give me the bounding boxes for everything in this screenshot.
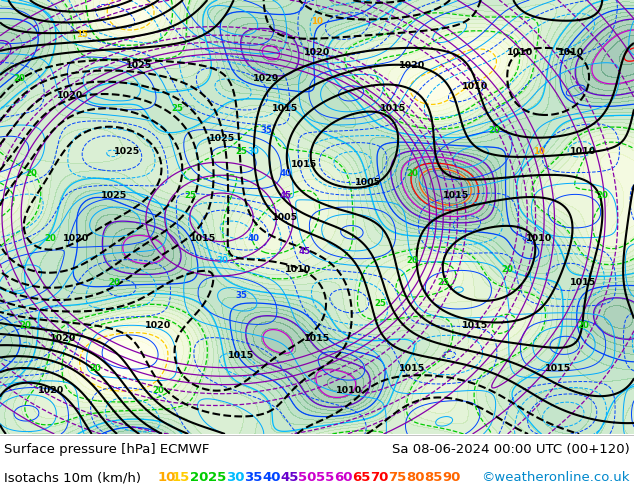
Text: 50: 50: [298, 471, 316, 484]
Text: 25: 25: [172, 104, 183, 113]
Text: 25: 25: [208, 471, 226, 484]
Text: 20: 20: [406, 169, 418, 178]
Text: 1020: 1020: [63, 234, 89, 243]
Text: 25: 25: [375, 299, 386, 308]
Text: 1010: 1010: [526, 234, 552, 243]
Text: 1010: 1010: [285, 265, 311, 273]
Text: 30: 30: [226, 471, 245, 484]
Text: 1015: 1015: [570, 278, 597, 287]
Text: 35: 35: [244, 471, 262, 484]
Text: 20: 20: [108, 278, 120, 287]
Text: 1015: 1015: [443, 191, 470, 200]
Text: 75: 75: [388, 471, 406, 484]
Text: 1020: 1020: [399, 61, 425, 70]
Text: 1015: 1015: [380, 104, 406, 113]
Text: 45: 45: [299, 247, 310, 256]
Text: 20: 20: [20, 321, 31, 330]
Text: 20: 20: [489, 126, 500, 135]
Text: 1005: 1005: [272, 213, 299, 221]
Text: 55: 55: [316, 471, 334, 484]
Text: 60: 60: [334, 471, 353, 484]
Text: 20: 20: [597, 191, 608, 200]
Text: 40: 40: [280, 169, 291, 178]
Text: 1015: 1015: [545, 365, 571, 373]
Text: 1010: 1010: [462, 82, 489, 91]
Text: 1025: 1025: [101, 191, 127, 200]
Text: 40: 40: [248, 234, 259, 243]
Text: 10: 10: [311, 17, 323, 26]
Text: Surface pressure [hPa] ECMWF: Surface pressure [hPa] ECMWF: [4, 443, 209, 456]
Text: 45: 45: [280, 471, 299, 484]
Text: 90: 90: [442, 471, 460, 484]
Text: 20: 20: [89, 365, 101, 373]
Text: 20: 20: [578, 321, 589, 330]
Text: 1020: 1020: [56, 91, 83, 100]
Text: 30: 30: [216, 256, 228, 265]
Text: 1010: 1010: [570, 147, 597, 156]
Text: 45: 45: [280, 191, 291, 200]
Text: 65: 65: [352, 471, 370, 484]
Text: 20: 20: [406, 256, 418, 265]
Text: 20: 20: [45, 234, 56, 243]
Text: 1020: 1020: [304, 48, 330, 56]
Text: 1020: 1020: [50, 334, 77, 343]
Text: 40: 40: [262, 471, 280, 484]
Text: 10: 10: [158, 471, 176, 484]
Text: 1015: 1015: [462, 321, 489, 330]
Text: 1015: 1015: [228, 351, 254, 360]
Text: 1015: 1015: [190, 234, 216, 243]
Text: 1025: 1025: [209, 134, 235, 144]
Text: 35: 35: [261, 126, 272, 135]
Text: 1015: 1015: [399, 365, 425, 373]
Text: 30: 30: [248, 147, 259, 156]
Text: 20: 20: [501, 265, 513, 273]
Text: 1025: 1025: [126, 61, 153, 70]
Text: 20: 20: [26, 169, 37, 178]
Text: 10: 10: [533, 147, 545, 156]
Text: ©weatheronline.co.uk: ©weatheronline.co.uk: [481, 471, 630, 484]
Text: 15: 15: [77, 30, 88, 39]
Text: 1005: 1005: [354, 178, 381, 187]
Text: 70: 70: [370, 471, 389, 484]
Text: 1015: 1015: [291, 160, 318, 170]
Text: Isotachs 10m (km/h): Isotachs 10m (km/h): [4, 471, 141, 484]
Text: 25: 25: [184, 191, 196, 200]
Text: 1025: 1025: [113, 147, 140, 156]
Text: 25: 25: [235, 147, 247, 156]
Text: 1015: 1015: [304, 334, 330, 343]
Text: 1020: 1020: [37, 386, 64, 395]
Text: 80: 80: [406, 471, 425, 484]
Text: 1010: 1010: [557, 48, 584, 56]
Text: 1029: 1029: [253, 74, 280, 83]
Text: 85: 85: [424, 471, 443, 484]
Text: Sa 08-06-2024 00:00 UTC (00+120): Sa 08-06-2024 00:00 UTC (00+120): [392, 443, 630, 456]
Text: 20: 20: [13, 74, 25, 83]
Text: 1020: 1020: [145, 321, 172, 330]
Text: 1010: 1010: [335, 386, 362, 395]
Text: 25: 25: [438, 278, 450, 287]
Text: 20: 20: [190, 471, 209, 484]
Text: 15: 15: [172, 471, 190, 484]
Text: 20: 20: [153, 386, 164, 395]
Text: 1010: 1010: [507, 48, 533, 56]
Text: 1015: 1015: [272, 104, 299, 113]
Text: 35: 35: [235, 291, 247, 299]
